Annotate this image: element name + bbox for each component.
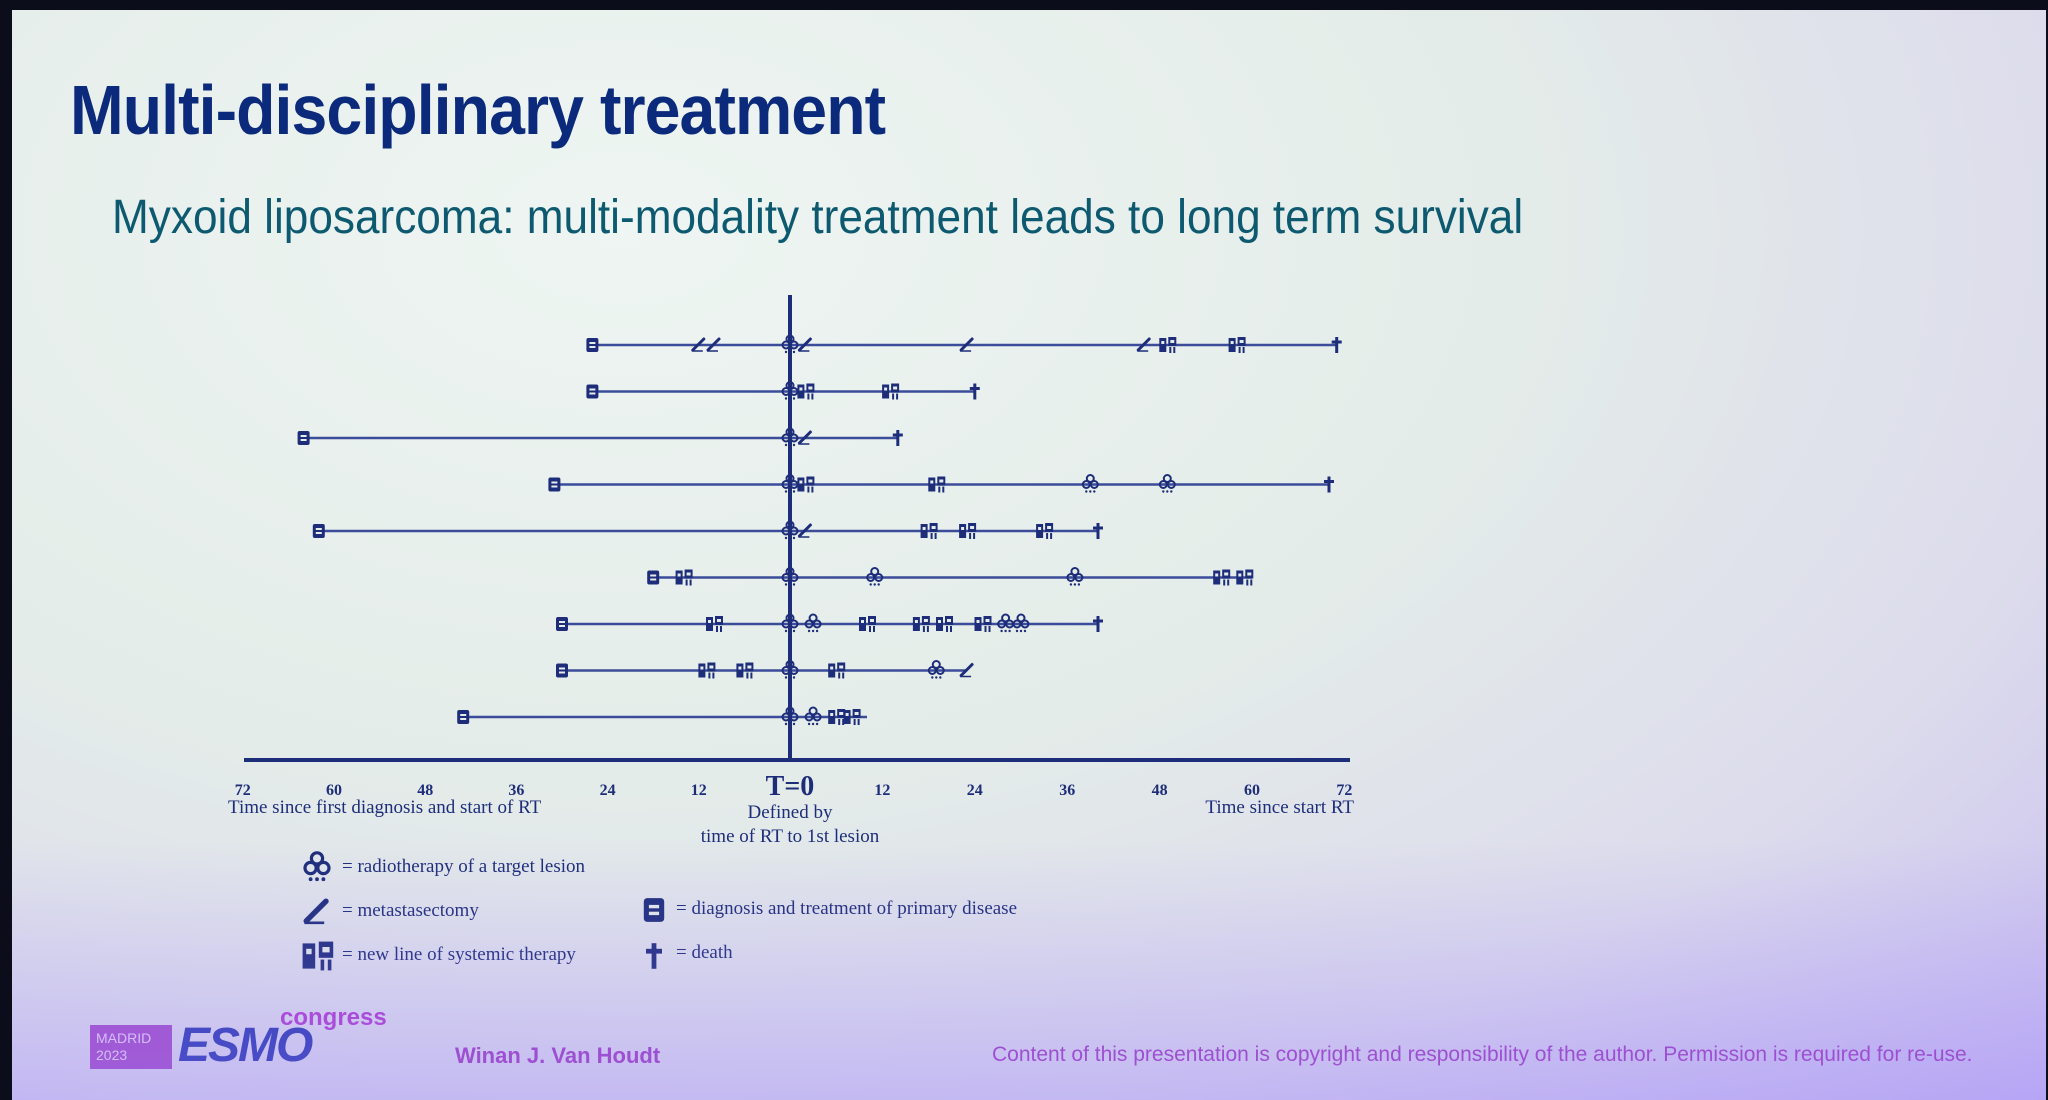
patient-row-8 [556,660,974,680]
diagnosis-marker [457,710,470,724]
center-caption-line2: time of RT to 1st lesion [701,826,880,847]
patient-row-6 [647,567,1254,587]
patient-row-9 [457,706,867,727]
legend-radiotherapy: = radiotherapy of a target lesion [342,856,586,877]
tick-label-left-24: 24 [600,782,616,799]
tick-label-left-36: 36 [508,782,524,799]
diagnosis-marker [556,617,568,631]
diagnosis-marker [312,524,325,538]
slide-subtitle: Myxoid liposarcoma: multi-modality treat… [112,191,1524,244]
slide-title: Multi-disciplinary treatment [70,71,886,149]
tick-label-right-60: 60 [1244,782,1260,799]
diagnosis-marker [647,570,660,585]
center-caption-line1: Defined by [748,802,833,823]
tick-label-right-24: 24 [967,782,983,799]
author-name: Winan J. Van Houdt [455,1043,661,1068]
radiotherapy-icon [303,851,331,883]
patient-row-7 [556,613,1105,634]
diagnosis-marker [556,663,568,678]
legend-systemic-therapy: = new line of systemic therapy [342,944,576,965]
logo-city-text: MADRID [96,1030,152,1046]
patient-row-5 [312,520,1105,541]
patient-row-3 [297,427,905,448]
metastasectomy-icon [304,901,326,923]
legend-metastasectomy: = metastasectomy [342,900,479,921]
t0-label: T=0 [766,771,815,802]
tick-label-left-72: 72 [235,782,251,799]
copyright-notice: Content of this presentation is copyrigh… [992,1043,1973,1066]
tick-label-left-48: 48 [417,782,433,799]
esmo-logo: ESMO [178,1019,313,1072]
diagnosis-marker [586,384,599,399]
slide: Multi-disciplinary treatment Myxoid lipo… [12,10,2046,1100]
swimmer-plot: 72 60 48 36 24 12 12 24 36 48 60 72 T=0 Time since… [228,295,1354,1100]
death-icon [646,943,662,969]
diagnosis-marker [548,477,561,492]
tick-label-right-72: 72 [1336,782,1352,799]
tick-label-right-48: 48 [1152,782,1168,799]
tick-label-left-60: 60 [326,782,342,799]
tick-label-right-36: 36 [1059,782,1075,799]
diagnosis-icon [643,898,665,922]
diagnosis-marker [297,431,310,445]
congress-city-logo: MADRID 2023 [90,1025,172,1069]
left-axis-caption: Time since first diagnosis and start of … [228,797,542,818]
right-axis-caption: Time since start RT [1205,797,1354,818]
legend: = radiotherapy of a target lesion = meta… [302,851,1017,971]
patient-row-2 [586,381,982,401]
congress-logo-text: congress [280,1004,387,1031]
tick-label-right-12: 12 [874,782,890,799]
legend-diagnosis: = diagnosis and treatment of primary dis… [676,898,1017,919]
systemic-therapy-icon [302,941,334,971]
patient-row-1 [586,334,1344,355]
tick-label-left-12: 12 [691,782,707,799]
logo-year-text: 2023 [96,1047,128,1063]
patient-row-4 [548,474,1336,494]
diagnosis-marker [586,338,599,352]
legend-death: = death [676,942,733,963]
